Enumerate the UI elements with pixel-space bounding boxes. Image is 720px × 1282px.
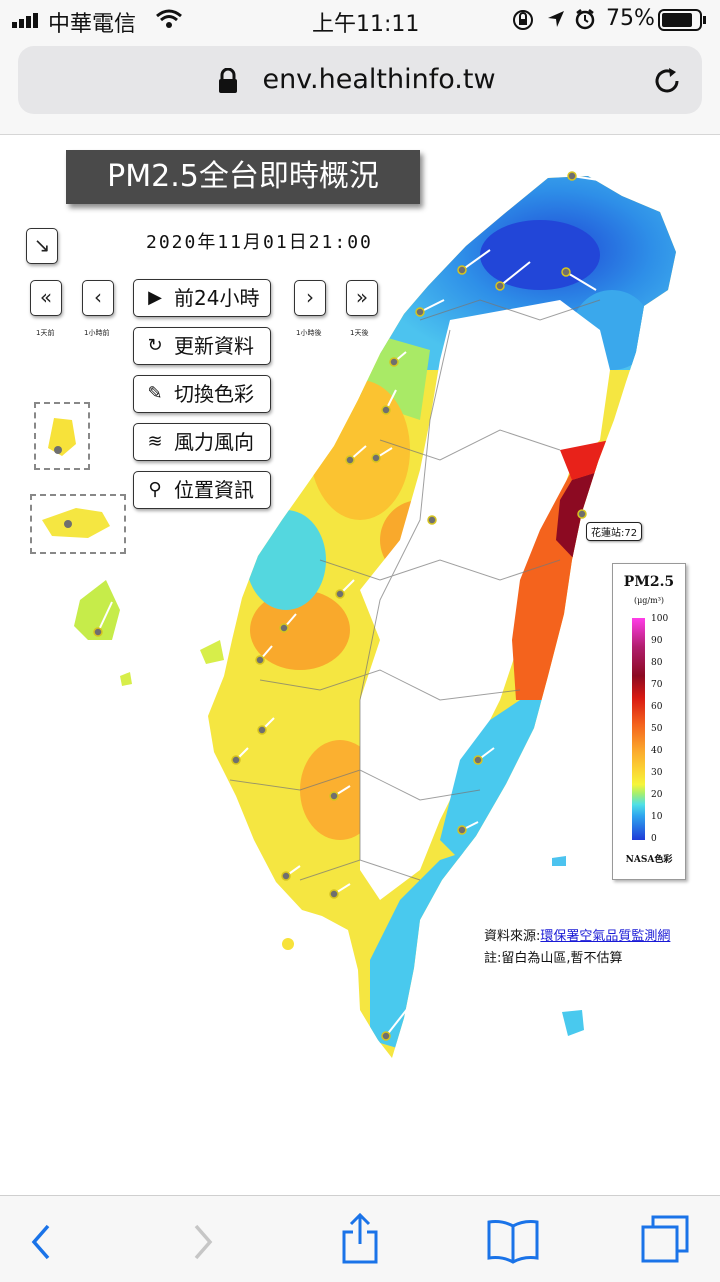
back-icon[interactable] [28,1222,54,1266]
map-title: PM2.5全台即時概況 [66,150,420,204]
legend-tick: 70 [651,680,663,690]
legend-tick: 0 [651,834,657,844]
play-circle-icon: ▶ [148,287,162,308]
rotation-lock-icon [512,9,534,35]
location-info-button[interactable]: ⚲ 位置資訊 [133,471,271,509]
legend-tick: 100 [651,614,669,624]
location-info-label: 位置資訊 [174,478,254,502]
back-1day-button[interactable]: « [30,280,62,316]
location-icon [546,9,566,33]
source-note: 資料來源:環保署空氣品質監測網 註:留白為山區,暫不估算 [484,926,670,970]
chevron-left-icon: ‹ [94,285,102,309]
url-text: env.healthinfo.tw [262,64,496,95]
legend-tick: 60 [651,702,663,712]
share-icon[interactable] [340,1212,380,1268]
fwd-1hour-button[interactable]: › [294,280,326,316]
source-prefix: 資料來源: [484,929,541,944]
lock-icon [218,67,238,98]
legend-tick: 40 [651,746,663,756]
clock-label: 上午11:11 [312,12,420,37]
back-1day-label: 1天前 [36,329,55,337]
pm25-legend: PM2.5 (μg/m³) 100 90 80 70 60 50 40 30 2… [612,563,686,880]
status-bar: 中華電信 上午11:11 75% [0,0,720,40]
switch-color-button[interactable]: ✎ 切換色彩 [133,375,271,413]
play-24h-button[interactable]: ▶ 前24小時 [133,279,271,317]
alarm-icon [574,8,596,34]
arrow-down-right-icon: ↘ [33,233,51,257]
refresh-icon: ↻ [147,335,163,356]
station-callout[interactable]: 花蓮站:72 [586,522,643,541]
refresh-button[interactable]: ↻ 更新資料 [133,327,271,365]
source-link[interactable]: 環保署空氣品質監測網 [540,929,671,944]
map-pin-icon: ⚲ [148,479,162,500]
battery-icon [658,9,708,35]
wifi-icon [156,9,182,33]
wind-icon: ≋ [147,431,163,452]
legend-tick: 20 [651,790,663,800]
chevron-right-icon: › [306,285,314,309]
legend-tick: 10 [651,812,663,822]
bookmarks-icon[interactable] [486,1218,540,1268]
double-chevron-left-icon: « [39,285,53,309]
matsu-inset [34,402,90,470]
legend-unit: (μg/m³) [633,596,665,605]
play-24h-label: 前24小時 [174,286,260,310]
back-1hour-label: 1小時前 [84,329,110,337]
wind-label: 風力風向 [174,430,254,454]
kinmen-inset [30,494,126,554]
legend-title: PM2.5 [623,574,675,590]
back-1hour-button[interactable]: ‹ [82,280,114,316]
battery-percent: 75% [606,6,655,31]
fwd-1hour-label: 1小時後 [296,329,322,337]
fwd-1day-button[interactable]: » [346,280,378,316]
switch-color-label: 切換色彩 [174,382,254,406]
address-bar[interactable]: env.healthinfo.tw [18,46,702,114]
legend-tick: 90 [651,636,663,646]
wind-button[interactable]: ≋ 風力風向 [133,423,271,461]
double-chevron-right-icon: » [355,285,369,309]
legend-footer: NASA色彩 [625,855,673,865]
refresh-label: 更新資料 [174,334,254,358]
tabs-icon[interactable] [640,1214,692,1270]
taiwan-pm25-map [40,171,676,1058]
legend-tick: 80 [651,658,663,668]
legend-tick: 50 [651,724,663,734]
collapse-button[interactable]: ↘ [26,228,58,264]
paint-brush-icon: ✎ [147,383,163,404]
fwd-1day-label: 1天後 [350,329,369,337]
signal-icon [12,12,42,32]
legend-color-bar [632,618,645,840]
legend-tick: 30 [651,768,663,778]
map-datetime: 2020年11月01日21:00 [146,232,373,253]
browser-toolbar [0,1195,720,1282]
carrier-label: 中華電信 [48,12,137,37]
mountain-note: 註:留白為山區,暫不估算 [484,951,623,966]
reload-icon[interactable] [652,66,682,100]
forward-icon[interactable] [190,1222,216,1266]
